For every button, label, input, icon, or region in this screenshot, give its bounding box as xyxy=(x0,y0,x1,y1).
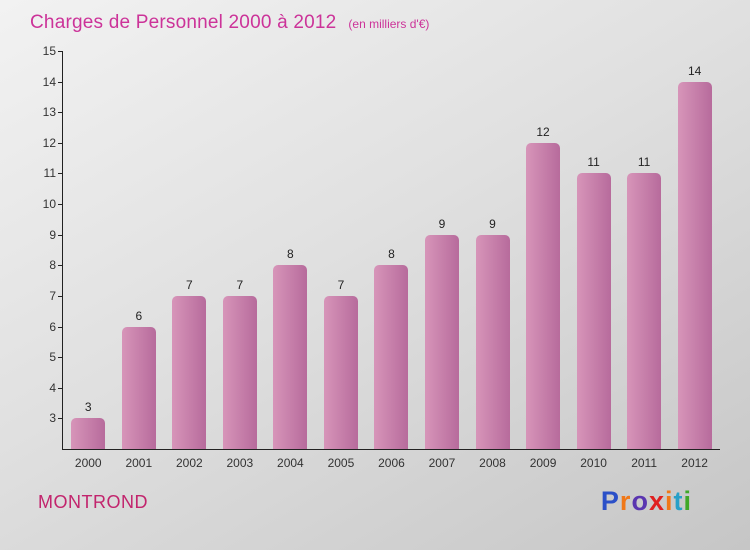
bar-value-label: 11 xyxy=(587,155,600,170)
bar-group: 9 2007 xyxy=(417,52,468,470)
bar-value-label: 7 xyxy=(236,277,244,292)
y-tick-mark xyxy=(58,112,63,114)
logo-letter: o xyxy=(631,486,649,516)
y-tick-label: 9 xyxy=(49,227,56,242)
bar-group: 12 2009 xyxy=(518,52,569,470)
bar-group: 11 2011 xyxy=(619,52,670,470)
y-tick-mark xyxy=(58,81,63,83)
x-axis-label: 2004 xyxy=(277,456,304,470)
y-tick-label: 6 xyxy=(49,319,56,334)
y-tick-mark xyxy=(58,173,63,175)
y-tick-mark xyxy=(58,204,63,206)
bar-group: 8 2006 xyxy=(366,52,417,470)
bar[interactable] xyxy=(172,295,207,449)
bar-value-label: 8 xyxy=(287,247,294,262)
logo-letter: x xyxy=(648,486,665,516)
logo-letter: r xyxy=(619,486,632,516)
bar-value-label: 7 xyxy=(185,277,193,292)
logo-letter: P xyxy=(600,486,620,516)
y-tick-label: 8 xyxy=(49,258,56,273)
chart-subtitle: (en milliers d'€) xyxy=(348,17,430,31)
bar[interactable] xyxy=(273,265,308,449)
chart-header: Charges de Personnel 2000 à 2012 (en mill… xyxy=(30,12,429,34)
y-tick-label: 3 xyxy=(49,411,56,426)
bar[interactable] xyxy=(424,234,459,449)
y-tick-mark xyxy=(58,418,63,420)
entity-name: MONTROND xyxy=(38,492,148,512)
bar[interactable] xyxy=(627,173,662,449)
y-tick-label: 7 xyxy=(49,288,56,303)
bar-group: 7 2002 xyxy=(164,52,215,470)
bar[interactable] xyxy=(576,173,611,449)
y-tick-mark xyxy=(58,326,63,328)
x-axis-label: 2008 xyxy=(479,456,506,470)
bar-value-label: 11 xyxy=(637,155,651,170)
y-tick-mark xyxy=(58,234,63,236)
chart-title: Charges de Personnel 2000 à 2012 xyxy=(30,12,337,33)
bar-value-label: 9 xyxy=(438,216,446,231)
x-axis-label: 2011 xyxy=(631,456,658,470)
bar-value-label: 3 xyxy=(84,400,92,415)
bar-value-label: 8 xyxy=(388,247,395,262)
x-axis-label: 2000 xyxy=(74,456,102,470)
y-tick-mark xyxy=(58,295,63,297)
bar-value-label: 14 xyxy=(687,63,702,78)
y-tick-label: 5 xyxy=(49,350,56,365)
x-axis-label: 2002 xyxy=(175,456,203,470)
x-axis-label: 2005 xyxy=(327,456,355,470)
bar-group: 7 2003 xyxy=(215,52,266,470)
y-tick-mark xyxy=(58,357,63,359)
x-axis-label: 2006 xyxy=(378,456,405,470)
x-axis-label: 2010 xyxy=(580,456,607,470)
bar[interactable] xyxy=(323,295,358,449)
bar-group: 8 2004 xyxy=(265,52,316,470)
x-axis-label: 2003 xyxy=(226,456,254,470)
y-tick-mark xyxy=(58,142,63,144)
y-tick-label: 12 xyxy=(42,135,56,150)
bar-group: 6 2001 xyxy=(114,52,165,470)
y-tick-label: 15 xyxy=(42,44,56,58)
bar[interactable] xyxy=(475,234,510,449)
bar[interactable] xyxy=(374,265,409,449)
logo-letter: i xyxy=(664,486,674,516)
logo-letter: i xyxy=(683,486,692,516)
x-axis-label: 2007 xyxy=(428,456,456,470)
y-tick-label: 4 xyxy=(49,380,56,395)
bar-group: 14 2012 xyxy=(669,52,720,470)
y-tick-label: 14 xyxy=(42,74,56,89)
bar-value-label: 6 xyxy=(135,308,143,323)
bar-value-label: 9 xyxy=(489,216,496,231)
bar-chart-plot-area: 3 4 5 6 7 8 9 10 11 12 13 14 15 3 2000 6 2001 7 2002 7 2003 8… xyxy=(43,44,720,470)
proxiti-logo[interactable]: Proxiti xyxy=(601,486,692,517)
bar[interactable] xyxy=(677,81,712,449)
bar-value-label: 7 xyxy=(337,277,345,292)
y-tick-mark xyxy=(58,387,63,389)
bar[interactable] xyxy=(526,142,561,449)
logo-letter: t xyxy=(673,486,684,516)
y-tick-label: 11 xyxy=(43,166,56,181)
bar-group: 11 2010 xyxy=(568,52,619,470)
x-axis-label: 2001 xyxy=(125,456,153,470)
bar[interactable] xyxy=(222,295,257,449)
bar[interactable] xyxy=(71,418,106,449)
y-tick-label: 10 xyxy=(42,197,56,212)
x-axis-label: 2012 xyxy=(681,456,708,470)
y-tick-mark xyxy=(58,265,63,267)
x-axis-label: 2009 xyxy=(529,456,557,470)
bar[interactable] xyxy=(121,326,156,449)
bar-value-label: 12 xyxy=(536,124,550,139)
y-tick-label: 13 xyxy=(42,105,56,120)
bar-group: 9 2008 xyxy=(467,52,518,470)
y-tick-mark xyxy=(58,51,63,52)
bar-group: 3 2000 xyxy=(63,52,114,470)
bar-group: 7 2005 xyxy=(316,52,367,470)
